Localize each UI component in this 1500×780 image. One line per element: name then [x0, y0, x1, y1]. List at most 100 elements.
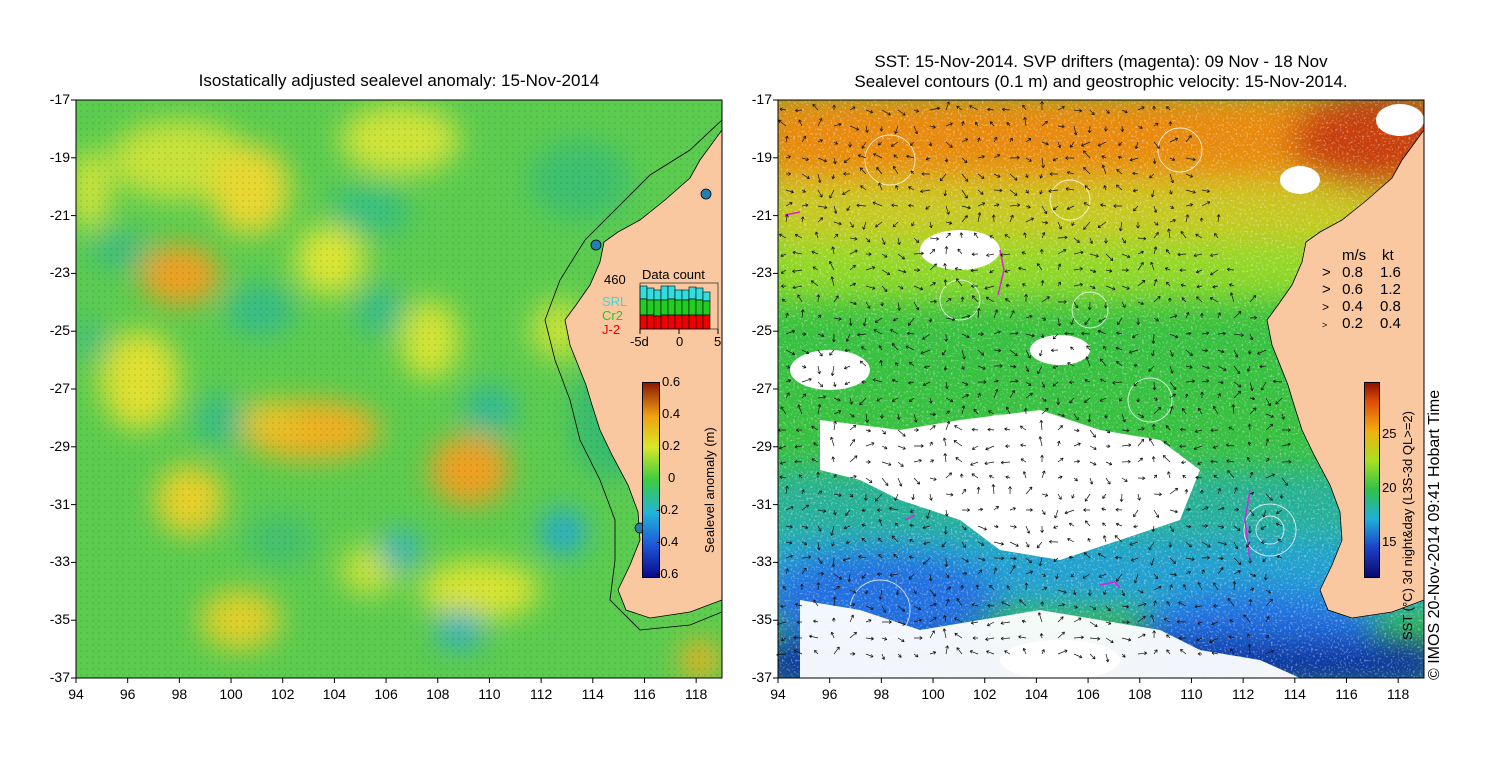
- left-lon-tick-6: 104: [322, 686, 347, 702]
- left-lat-tick-9: -33: [49, 553, 70, 570]
- data-count-title: Data count: [642, 267, 705, 282]
- velocity-ms-1: 0.8: [1342, 264, 1364, 281]
- right-lon-tick-7: 106: [1076, 686, 1100, 702]
- left-lon-tick-8: 108: [426, 686, 450, 702]
- velocity-kt-4: 0.4: [1380, 315, 1401, 332]
- right-map-title-line2: Sealevel contours (0.1 m) and geostrophi…: [854, 72, 1348, 91]
- left-lat-tick-7: -29: [49, 437, 70, 454]
- arrow-glyph-icon: >: [1322, 300, 1330, 314]
- right-lat-tick-5: -25: [751, 322, 772, 339]
- sealevel-tick-7: -0.6: [656, 566, 679, 581]
- right-lat-tick-7: -29: [751, 437, 772, 454]
- right-lat-tick-2: -19: [751, 148, 772, 165]
- left-lat-tick-4: -23: [49, 264, 70, 281]
- left-lat-tick-11: -37: [49, 669, 70, 685]
- sealevel-tick-5: -0.2: [656, 502, 679, 517]
- right-lon-tick-8: 108: [1128, 686, 1152, 702]
- right-map-title-line1: SST: 15-Nov-2014. SVP drifters (magenta)…: [874, 52, 1328, 71]
- right-lon-tick-4: 100: [921, 686, 945, 702]
- right-lat-tick-4: -23: [751, 264, 772, 281]
- sst-colorbar-ticks: 25 20 15: [1382, 374, 1412, 584]
- right-lon-tick-2: 96: [821, 686, 838, 702]
- left-lon-tick-1: 94: [68, 686, 84, 702]
- right-lon-tick-6: 104: [1024, 686, 1049, 702]
- left-lat-tick-5: -25: [49, 322, 70, 339]
- sealevel-tick-6: -0.4: [656, 534, 679, 549]
- data-count-xtick-3: 5: [714, 334, 722, 349]
- left-lon-tick-10: 112: [529, 686, 553, 702]
- sst-tick-3: 15: [1382, 534, 1397, 549]
- left-lon-tick-4: 100: [219, 686, 243, 702]
- arrow-glyph-icon: >: [1322, 264, 1331, 281]
- sealevel-tick-4: 0: [668, 470, 676, 485]
- right-lon-tick-12: 116: [1335, 686, 1358, 702]
- sealevel-colorbar: [642, 382, 660, 578]
- right-lat-tick-1: -17: [751, 91, 772, 107]
- velocity-legend-row-4: > 0.2 0.4: [1322, 315, 1401, 332]
- data-count-inset: 460 Data count SRL Cr2 J-2 -5d 0 5: [600, 266, 722, 356]
- right-lon-tick-3: 98: [873, 686, 890, 702]
- imos-credit: © IMOS 20-Nov-2014 09:41 Hobart Time: [1426, 389, 1443, 680]
- velocity-ms-4: 0.2: [1342, 315, 1364, 332]
- left-map-title: Isostatically adjusted sealevel anomaly:…: [198, 71, 600, 90]
- velocity-legend-row-2: > 0.6 1.2: [1322, 281, 1401, 298]
- right-lat-tick-9: -33: [751, 553, 772, 570]
- arrow-glyph-icon: >: [1322, 281, 1331, 298]
- velocity-legend-row-3: > 0.4 0.8: [1322, 298, 1401, 315]
- velocity-legend-row-1: > 0.8 1.6: [1322, 264, 1401, 281]
- left-lat-tick-6: -27: [49, 380, 70, 396]
- left-lat-tick-10: -35: [49, 611, 70, 628]
- velocity-kt-1: 1.6: [1380, 264, 1401, 281]
- left-lon-tick-12: 116: [633, 686, 656, 702]
- right-lat-tick-3: -21: [751, 206, 772, 223]
- sealevel-tick-2: 0.4: [662, 406, 681, 421]
- right-lon-tick-5: 102: [973, 686, 997, 702]
- right-lat-tick-8: -31: [751, 495, 772, 512]
- right-lat-tick-10: -35: [751, 611, 772, 628]
- velocity-legend-ms-header: m/s: [1342, 247, 1367, 264]
- series-label-cr2: Cr2: [602, 308, 623, 323]
- velocity-kt-3: 0.8: [1380, 298, 1401, 315]
- velocity-legend: m/s kt > 0.8 1.6 > 0.6 1.2 > 0.4 0.8 > 0…: [1322, 247, 1412, 337]
- series-label-j2: J-2: [602, 322, 621, 337]
- left-lat-tick-3: -21: [49, 206, 70, 223]
- sealevel-tick-3: 0.2: [662, 438, 681, 453]
- left-lat-tick-8: -31: [49, 495, 70, 512]
- left-lon-tick-13: 118: [684, 686, 708, 702]
- left-lat-tick-1: -17: [49, 91, 70, 107]
- australia-land-left: [564, 129, 722, 619]
- left-lon-tick-11: 114: [581, 686, 604, 702]
- sst-tick-2: 20: [1382, 480, 1397, 495]
- sealevel-colorbar-label: Sealevel anomaly (m): [702, 427, 717, 553]
- right-lon-tick-10: 112: [1231, 686, 1255, 702]
- data-count-xtick-1: -5d: [630, 334, 649, 349]
- series-label-srl: SRL: [602, 294, 628, 309]
- velocity-kt-2: 1.2: [1380, 281, 1401, 298]
- sst-colorbar: [1364, 382, 1380, 578]
- right-lon-tick-13: 118: [1386, 686, 1410, 702]
- right-lon-tick-11: 114: [1283, 686, 1306, 702]
- left-lon-tick-9: 110: [478, 686, 501, 702]
- data-count-bars: [639, 282, 719, 334]
- velocity-ms-2: 0.6: [1342, 281, 1364, 298]
- sst-tick-1: 25: [1382, 426, 1397, 441]
- velocity-ms-3: 0.4: [1342, 298, 1364, 315]
- left-lon-tick-2: 96: [119, 686, 136, 702]
- left-lon-tick-7: 106: [374, 686, 398, 702]
- velocity-legend-kt-header: kt: [1382, 247, 1394, 264]
- right-lat-tick-6: -27: [751, 380, 772, 396]
- sst-colorbar-label: SST (°C) 3d night&day (L3S-3d QL>=2): [1400, 411, 1415, 640]
- arrow-glyph-icon: >: [1322, 320, 1328, 330]
- sealevel-colorbar-ticks: 0.6 0.4 0.2 0 -0.2 -0.4 -0.6: [656, 374, 702, 584]
- left-lat-tick-2: -19: [49, 148, 70, 165]
- australia-land-right: [1266, 129, 1424, 619]
- left-lon-tick-3: 98: [171, 686, 188, 702]
- right-lon-tick-1: 94: [770, 686, 786, 702]
- sealevel-tick-1: 0.6: [662, 374, 681, 389]
- left-lon-tick-5: 102: [271, 686, 295, 702]
- data-count-xtick-2: 0: [676, 334, 684, 349]
- data-count-max: 460: [604, 272, 626, 287]
- right-lat-tick-11: -37: [751, 669, 772, 685]
- right-lon-tick-9: 110: [1180, 686, 1203, 702]
